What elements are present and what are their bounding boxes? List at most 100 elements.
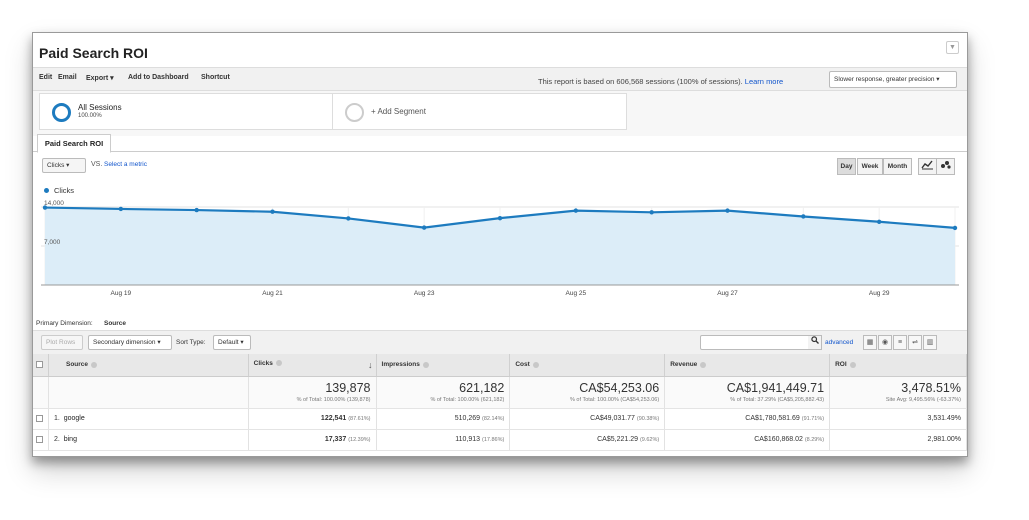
totals-roi-value: 3,478.51% — [901, 380, 961, 395]
data-table: Source Clicks ↓ Impressions Cost Revenue … — [33, 354, 967, 451]
chart-data-point — [801, 214, 806, 219]
chart-x-tick-label: Aug 23 — [414, 290, 435, 297]
totals-impressions: 621,182% of Total: 100.00% (621,182) — [376, 376, 511, 409]
totals-impressions-value: 621,182 — [459, 380, 505, 395]
cost-value: CA$49,031.77 — [590, 415, 635, 422]
add-segment-button[interactable]: + Add Segment — [332, 93, 627, 130]
source-link[interactable]: google — [63, 415, 85, 422]
table-search-input[interactable] — [700, 335, 810, 350]
select-all-checkbox[interactable] — [36, 361, 43, 369]
cost-header[interactable]: Cost — [509, 354, 666, 377]
cost-cell: CA$49,031.77 (90.38%) — [509, 408, 666, 430]
add-to-dashboard-button[interactable]: Add to Dashboard — [128, 74, 189, 81]
primary-dimension-label: Primary Dimension: — [36, 320, 93, 327]
roi-cell: 2,981.00% — [829, 429, 967, 451]
help-icon[interactable] — [91, 361, 98, 368]
totals-revenue-sub: % of Total: 37.29% (CA$5,205,882.43) — [730, 396, 825, 403]
email-button[interactable]: Email — [58, 74, 77, 81]
select-all-header[interactable] — [33, 354, 49, 377]
chart-data-point — [421, 225, 427, 230]
pivot-view-icon[interactable]: ▥ — [923, 335, 937, 350]
edit-button[interactable]: Edit — [39, 74, 53, 81]
impressions-cell: 510,269 (82.14%) — [376, 408, 511, 430]
clicks-pct: (87.61%) — [348, 416, 371, 422]
collapse-caret-icon[interactable]: ▼ — [946, 41, 959, 54]
chart-data-point — [118, 206, 124, 212]
precision-select[interactable]: Slower response, greater precision ▾ — [829, 71, 957, 88]
impressions-value: 510,269 — [454, 415, 481, 422]
chart-data-point — [497, 215, 503, 221]
totals-roi: 3,478.51% Site Avg: 9,495.56% (-63.37%) — [829, 376, 967, 409]
comparison-view-icon[interactable]: ⇌ — [908, 335, 922, 350]
chart-data-point — [270, 209, 275, 214]
chart-data-point — [346, 216, 351, 221]
add-segment-label: + Add Segment — [371, 107, 426, 116]
select-metric-link[interactable]: Select a metric — [104, 161, 147, 168]
table-view-icon[interactable]: ▦ — [863, 335, 877, 350]
table-toolbar: Plot Rows Secondary dimension ▾ Sort Typ… — [33, 330, 967, 354]
month-button[interactable]: Month — [883, 158, 912, 175]
clicks-chart: 14,000 7,000 Aug 19 Aug 21 Aug 23 Aug 25 Aug 2… — [41, 200, 959, 297]
revenue-header[interactable]: Revenue — [664, 354, 831, 377]
cost-pct: (9.62%) — [639, 437, 660, 443]
row-checkbox-cell[interactable] — [33, 429, 49, 451]
clicks-cell: 122,541 (87.61%) — [248, 408, 377, 430]
help-icon[interactable] — [532, 361, 539, 368]
help-icon[interactable] — [275, 360, 282, 367]
search-icon[interactable] — [808, 335, 822, 350]
cost-header-label: Cost — [515, 361, 530, 369]
revenue-pct: (91.71%) — [801, 416, 825, 422]
revenue-pct: (8.29%) — [804, 437, 825, 443]
sort-type-select[interactable]: Default ▾ — [213, 335, 251, 350]
revenue-value: CA$160,868.02 — [754, 436, 803, 443]
table-row[interactable]: 2. bing 17,337 (12.39%) 110,913 (17.86%)… — [33, 429, 967, 451]
revenue-cell: CA$160,868.02 (8.29%) — [664, 429, 831, 451]
help-icon[interactable] — [422, 361, 429, 368]
tab-paid-search-roi[interactable]: Paid Search ROI — [37, 134, 111, 153]
totals-spacer — [48, 376, 249, 409]
totals-clicks-sub: % of Total: 100.00% (139,878) — [296, 396, 371, 403]
roi-cell: 3,531.49% — [829, 408, 967, 430]
totals-clicks: 139,878% of Total: 100.00% (139,878) — [248, 376, 377, 409]
line-chart-icon[interactable] — [918, 158, 937, 175]
chart-data-point — [42, 205, 48, 210]
segment-all-sessions[interactable]: All Sessions 100.00% — [39, 93, 355, 130]
clicks-value: 122,541 — [320, 415, 347, 422]
row-checkbox[interactable] — [36, 435, 43, 443]
totals-clicks-value: 139,878 — [325, 380, 371, 395]
impressions-header[interactable]: Impressions — [376, 354, 511, 377]
chart-x-tick-label: Aug 29 — [869, 290, 890, 297]
learn-more-link[interactable]: Learn more — [744, 77, 784, 86]
legend-dot-clicks — [44, 188, 49, 193]
page-title: Paid Search ROI — [39, 45, 148, 61]
pie-view-icon[interactable]: ◉ — [878, 335, 892, 350]
table-row[interactable]: 1. google 122,541 (87.61%) 510,269 (82.1… — [33, 408, 967, 430]
impressions-pct: (17.86%) — [482, 437, 505, 443]
metric-select[interactable]: Clicks ▾ — [42, 158, 86, 173]
chart-y-tick-label: 14,000 — [44, 200, 64, 207]
secondary-dimension-select[interactable]: Secondary dimension ▾ — [88, 335, 172, 350]
export-button[interactable]: Export ▾ — [86, 75, 114, 82]
help-icon[interactable] — [700, 361, 707, 368]
performance-view-icon[interactable]: ≡ — [893, 335, 907, 350]
roi-header[interactable]: ROI — [829, 354, 967, 377]
source-link[interactable]: bing — [63, 436, 77, 443]
shortcut-button[interactable]: Shortcut — [201, 74, 230, 81]
chart-x-tick-label: Aug 21 — [262, 290, 283, 297]
primary-dimension-value[interactable]: Source — [104, 320, 127, 327]
help-icon[interactable] — [849, 361, 856, 368]
plot-rows-button[interactable]: Plot Rows — [41, 335, 83, 350]
row-checkbox-cell[interactable] — [33, 408, 49, 430]
advanced-filter-link[interactable]: advanced — [825, 339, 854, 346]
source-header[interactable]: Source — [48, 354, 249, 377]
chart-x-tick-label: Aug 25 — [566, 290, 587, 297]
revenue-cell: CA$1,780,581.69 (91.71%) — [664, 408, 831, 430]
totals-cost-value: CA$54,253.06 — [579, 380, 660, 395]
clicks-header[interactable]: Clicks ↓ — [248, 354, 377, 377]
clicks-pct: (12.39%) — [348, 437, 371, 443]
row-checkbox[interactable] — [36, 414, 43, 422]
day-button[interactable]: Day — [837, 158, 856, 175]
impressions-header-label: Impressions — [381, 361, 420, 369]
motion-chart-icon[interactable] — [936, 158, 955, 175]
week-button[interactable]: Week — [857, 158, 883, 175]
